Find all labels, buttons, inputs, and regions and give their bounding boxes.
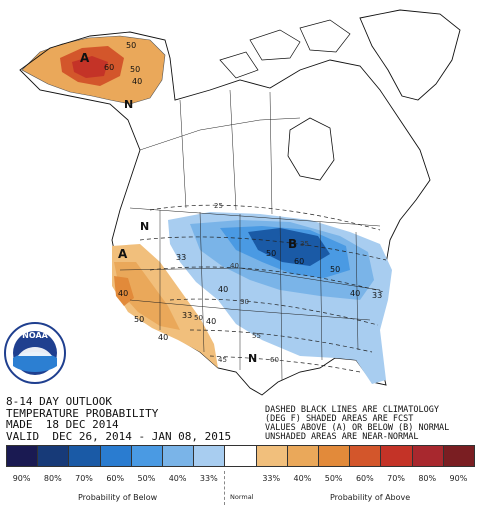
contour-label: 50	[130, 65, 140, 74]
note-line: DASHED BLACK LINES ARE CLIMATOLOGY	[265, 405, 439, 415]
title-line-2: TEMPERATURE PROBABILITY	[6, 406, 159, 420]
legend-tick-labels: 90% 80% 70% 60% 50% 40% 33% 33% 40% 50% 60% 70% 80% 9…	[6, 474, 474, 483]
legend-tick-label: 60%	[355, 474, 374, 483]
contour-label: 50	[330, 265, 340, 274]
contour-label: 40	[218, 285, 228, 294]
continent-outline	[19, 31, 431, 396]
legend-divider	[224, 471, 225, 505]
legend-tick-label: 60%	[106, 474, 125, 483]
climo-label: 35	[300, 240, 309, 248]
climo-label: 45	[218, 356, 227, 364]
climatology-lines	[139, 204, 387, 373]
legend-tick-label: 90%	[449, 474, 468, 483]
legend-swatch	[193, 445, 226, 467]
contour-label: 50	[266, 249, 276, 258]
noaa-logo: NOAA	[4, 322, 66, 384]
legend-swatch	[224, 445, 257, 467]
contour-label: 50	[134, 315, 144, 324]
contour-label: 40	[350, 289, 360, 298]
legend-tick-label: 33%	[199, 474, 218, 483]
legend-tick-label: 50%	[324, 474, 343, 483]
legend-swatch	[68, 445, 101, 467]
legend-swatch	[99, 445, 132, 467]
legend-swatches	[6, 445, 476, 467]
outlook-map: A A B N N N 50 60 50 40 40 50 33 40 33 4…	[19, 9, 461, 396]
contour-label: 40	[206, 317, 216, 326]
legend-tick-label: 90%	[12, 474, 31, 483]
climo-label: 25	[214, 202, 223, 210]
contour-label: 40	[118, 289, 128, 298]
legend-swatch	[318, 445, 351, 467]
legend-tick-label: 70%	[387, 474, 405, 483]
noaa-logo-text: NOAA	[22, 331, 48, 340]
contour-label: 40	[132, 77, 142, 86]
made-line: MADE 18 DEC 2014	[6, 418, 119, 431]
legend-tick-label: 80%	[418, 474, 437, 483]
political-borders	[119, 89, 381, 381]
below-caption: Probability of Below	[78, 493, 158, 502]
title-line-1: 8-14 DAY OUTLOOK	[6, 395, 112, 408]
contour-label: 40	[158, 333, 168, 342]
legend-tick-label: 33%	[262, 474, 281, 483]
hudson-bay	[287, 117, 335, 181]
title-block: 8-14 DAY OUTLOOK TEMPERATURE PROBABILITY M…	[6, 396, 231, 442]
below-core-region	[248, 228, 330, 266]
climo-label: 60	[270, 356, 279, 364]
contour-label: 33	[372, 291, 382, 300]
legend-swatch	[380, 445, 413, 467]
note-line: VALUES ABOVE (A) OR BELOW (B) NORMAL	[265, 423, 450, 433]
n-label-south: N	[248, 352, 257, 365]
contour-label: 33	[182, 311, 192, 320]
legend-swatch	[162, 445, 195, 467]
legend-tick-label: 40%	[293, 474, 312, 483]
legend-swatch	[286, 445, 320, 467]
legend-tick-label: 70%	[75, 474, 93, 483]
legend-swatch	[349, 445, 382, 467]
n-label-west: N	[140, 220, 149, 233]
legend-swatch	[442, 445, 476, 467]
valid-line: VALID DEC 26, 2014 - JAN 08, 2015	[6, 429, 232, 443]
contour-label: 60	[294, 257, 304, 266]
legend-swatch	[6, 445, 39, 467]
legend-swatch	[37, 445, 70, 467]
contour-label: 60	[104, 63, 114, 72]
contour-label: 50	[126, 41, 136, 50]
legend-tick-label	[224, 474, 255, 483]
legend-swatch	[255, 445, 288, 467]
normal-caption: Normal	[230, 493, 254, 501]
east-b-label: B	[288, 237, 297, 251]
note-line: UNSHADED AREAS ARE NEAR-NORMAL	[265, 432, 419, 442]
alaska-a-label: A	[80, 51, 90, 65]
notes-block: DASHED BLACK LINES ARE CLIMATOLOGY (DEG F…	[265, 406, 449, 442]
legend-swatch	[411, 445, 444, 467]
legend-tick-label: 50%	[137, 474, 156, 483]
climo-label: 50	[194, 314, 203, 322]
greenland-outline	[359, 9, 461, 101]
contour-label: 33	[176, 253, 186, 262]
n-label-alaska: N	[124, 98, 133, 111]
legend-tick-label: 80%	[43, 474, 62, 483]
legend-tick-label: 40%	[168, 474, 187, 483]
climo-label: 55	[252, 332, 261, 340]
above-caption: Probability of Above	[330, 493, 411, 502]
west-a-label: A	[118, 247, 128, 261]
legend-swatch	[130, 445, 164, 467]
climo-label: 30	[240, 298, 249, 306]
note-line: (DEG F) SHADED AREAS ARE FCST	[265, 414, 414, 424]
probability-legend: 90% 80% 70% 60% 50% 40% 33% 33% 40% 50% 60% 70% 80% 9…	[0, 445, 480, 508]
climo-label: 40	[230, 262, 239, 270]
